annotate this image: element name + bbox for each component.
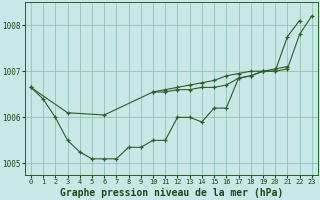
X-axis label: Graphe pression niveau de la mer (hPa): Graphe pression niveau de la mer (hPa) bbox=[60, 188, 283, 198]
